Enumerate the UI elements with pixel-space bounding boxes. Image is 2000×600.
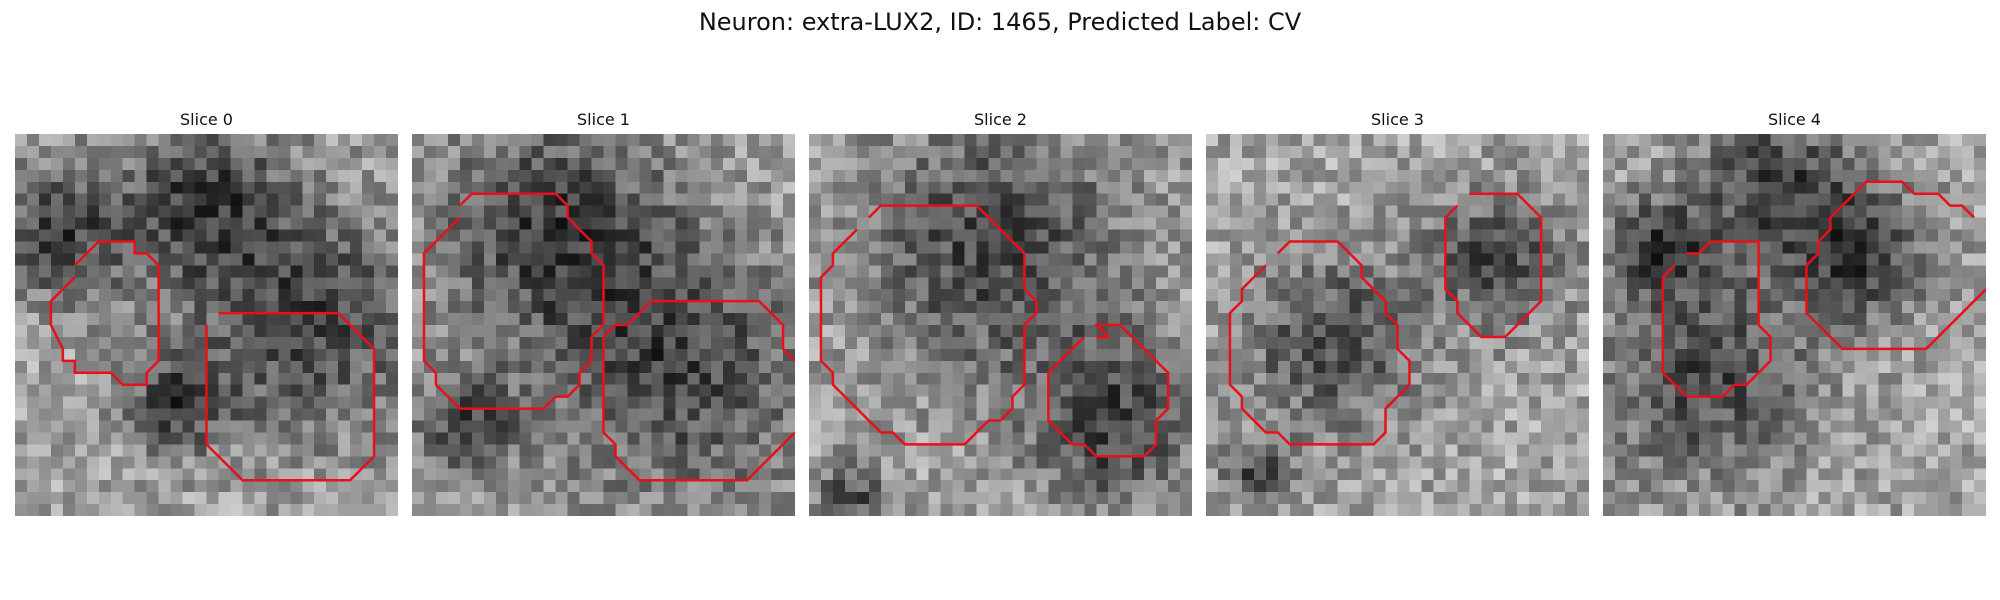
- segmentation-contour: [604, 337, 796, 480]
- slice-panel-0: Slice 0: [15, 108, 398, 132]
- segmentation-contour: [1663, 241, 1771, 396]
- segmentation-contour: [51, 241, 159, 384]
- slice-title: Slice 1: [412, 108, 795, 132]
- slice-panel-1: Slice 1: [412, 108, 795, 132]
- slice-image: [1603, 134, 1986, 516]
- slice-image: [809, 134, 1192, 516]
- slice-image: [1206, 134, 1589, 516]
- segmentation-contour: [604, 301, 796, 361]
- slice-image: [412, 134, 795, 516]
- slice-panel-2: Slice 2: [809, 108, 1192, 132]
- segmentation-contour: [207, 313, 375, 480]
- segmentation-contour: [1842, 182, 1974, 218]
- segmentation-contours: [809, 134, 1192, 516]
- slice-title: Slice 2: [809, 108, 1192, 132]
- figure-title: Neuron: extra-LUX2, ID: 1465, Predicted …: [0, 8, 2000, 36]
- segmentation-contours: [1603, 134, 1986, 516]
- segmentation-contours: [15, 134, 398, 516]
- segmentation-contour: [1048, 325, 1168, 456]
- slice-title: Slice 0: [15, 108, 398, 132]
- slice-image: [15, 134, 398, 516]
- segmentation-contour: [1445, 194, 1541, 337]
- slice-title: Slice 4: [1603, 108, 1986, 132]
- slice-panel-3: Slice 3: [1206, 108, 1589, 132]
- segmentation-contours: [412, 134, 795, 516]
- segmentation-contours: [1206, 134, 1589, 516]
- segmentation-contour: [1230, 241, 1410, 444]
- segmentation-contour: [1806, 206, 1986, 349]
- segmentation-contour: [424, 194, 604, 409]
- slice-title: Slice 3: [1206, 108, 1589, 132]
- segmentation-contour: [821, 206, 1036, 445]
- slice-panel-4: Slice 4: [1603, 108, 1986, 132]
